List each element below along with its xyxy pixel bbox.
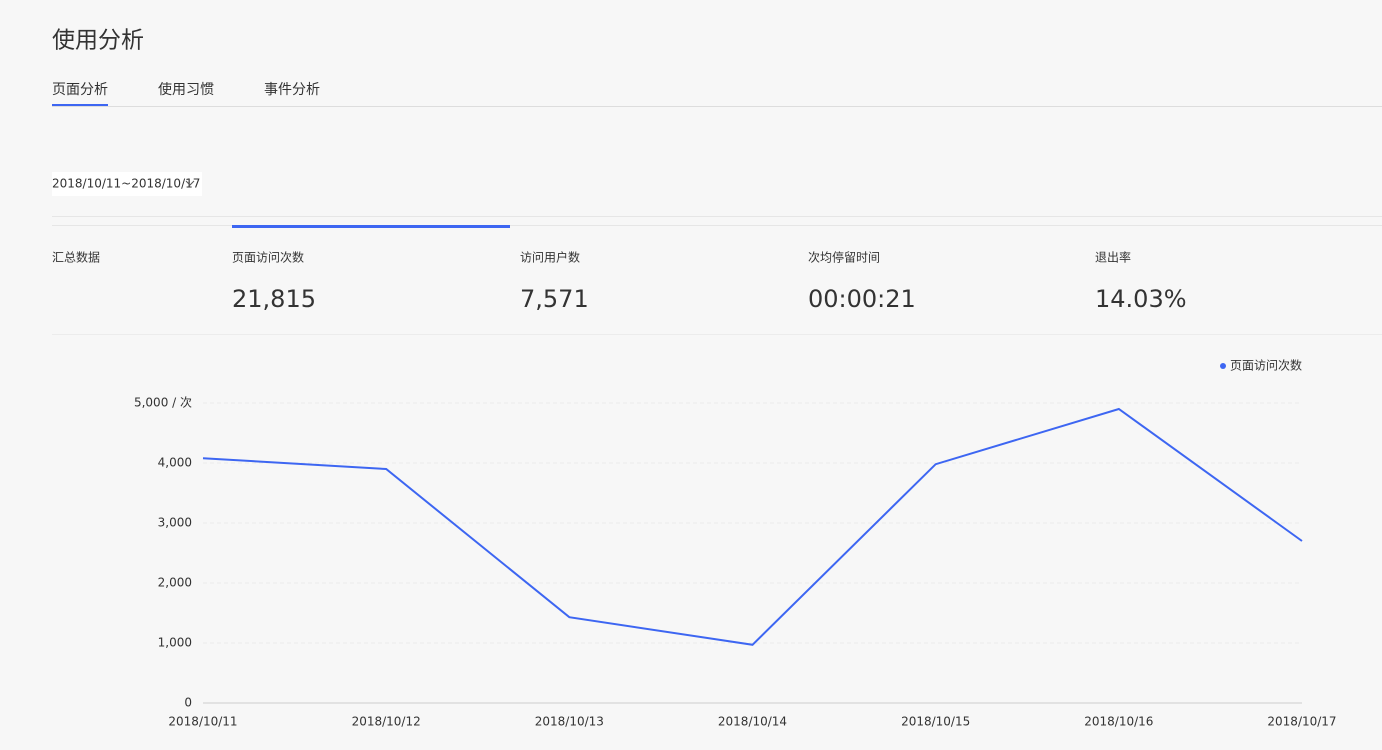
metric-value[interactable]: 21,815 — [232, 285, 316, 313]
metric-value[interactable]: 00:00:21 — [808, 285, 916, 313]
x-tick-label: 2018/10/15 — [901, 715, 970, 729]
y-tick-label: 2,000 — [158, 576, 192, 590]
active-metric-indicator — [232, 225, 510, 228]
metric-name[interactable]: 次均停留时间 — [808, 250, 880, 265]
y-tick-label: 3,000 — [158, 516, 192, 530]
y-tick-label: 5,000 / 次 — [134, 396, 192, 410]
metric-name[interactable]: 退出率 — [1095, 250, 1131, 265]
x-tick-label: 2018/10/16 — [1084, 715, 1153, 729]
date-picker[interactable] — [52, 172, 202, 196]
summary-label: 汇总数据 — [52, 250, 100, 265]
y-tick-label: 0 — [184, 696, 192, 710]
metric-name[interactable]: 页面访问次数 — [232, 250, 304, 265]
dropdown-icon — [185, 180, 195, 186]
page-title: 使用分析 — [52, 28, 144, 54]
y-tick-label: 4,000 — [158, 456, 192, 470]
x-tick-label: 2018/10/12 — [352, 715, 421, 729]
metric-name[interactable]: 访问用户数 — [520, 250, 580, 265]
tab[interactable]: 使用习惯 — [158, 81, 214, 98]
tab[interactable]: 事件分析 — [264, 82, 320, 98]
x-tick-label: 2018/10/14 — [718, 715, 787, 729]
metric-value[interactable]: 7,571 — [520, 285, 589, 313]
x-tick-label: 2018/10/13 — [535, 715, 604, 729]
x-tick-label: 2018/10/11 — [168, 715, 237, 729]
x-tick-label: 2018/10/17 — [1267, 715, 1336, 729]
metric-value[interactable]: 14.03% — [1095, 285, 1187, 313]
legend-label: 页面访问次数 — [1230, 358, 1302, 373]
active-tab-indicator — [52, 104, 108, 106]
legend-marker — [1220, 363, 1226, 369]
date-range[interactable]: 2018/10/11~2018/10/17 — [52, 177, 200, 191]
y-tick-label: 1,000 — [158, 636, 192, 650]
tab[interactable]: 页面分析 — [52, 82, 108, 98]
data-line — [202, 407, 1303, 646]
